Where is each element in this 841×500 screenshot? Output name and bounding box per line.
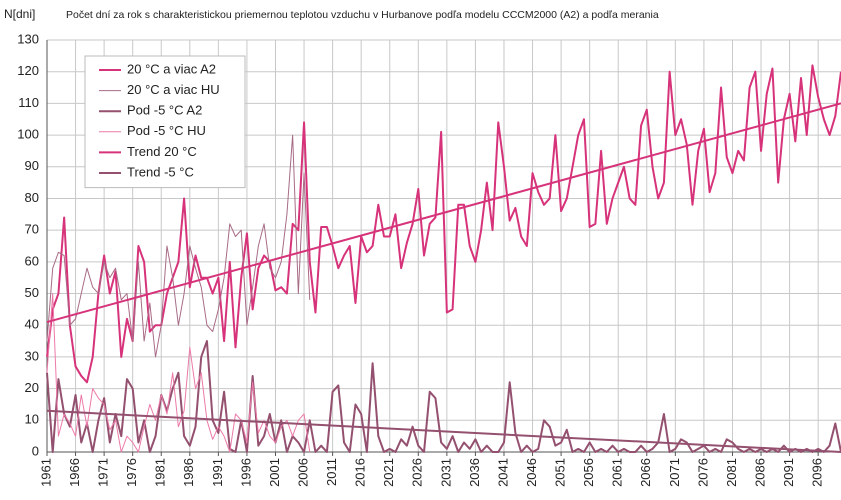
- x-tick-label: 2051: [553, 458, 568, 487]
- data-line: [46, 340, 841, 453]
- legend-label: Trend 20 °C: [127, 144, 197, 159]
- x-tick-label: 1976: [124, 458, 139, 487]
- x-tick-label: 2011: [324, 458, 339, 486]
- legend-box: [84, 55, 246, 189]
- x-tick-label: 2021: [381, 458, 396, 487]
- y-tick-label: 30: [25, 348, 39, 363]
- x-tick-label: 2071: [667, 458, 682, 487]
- data-line: [46, 64, 841, 384]
- legend-label: Trend -5 °C: [127, 164, 194, 179]
- y-tick-label: 110: [18, 95, 39, 110]
- x-tick-label: 1991: [210, 458, 225, 487]
- y-tick-label: 10: [25, 412, 39, 427]
- chart-title: Počet dní za rok s charakteristickou pri…: [66, 9, 659, 21]
- y-axis-label: N[dni]: [4, 7, 35, 21]
- y-tick-label: 50: [25, 285, 39, 300]
- y-tick-label: 40: [25, 317, 39, 332]
- data-line: [46, 293, 311, 453]
- x-tick-label: 1971: [96, 458, 111, 487]
- y-tick-label: 80: [25, 190, 39, 205]
- x-tick-label: 2031: [438, 458, 453, 487]
- x-tick-label: 2091: [781, 458, 796, 487]
- x-tick-label: 1986: [181, 458, 196, 487]
- x-tick-label: 2086: [752, 458, 767, 487]
- x-tick-label: 2036: [467, 458, 482, 487]
- x-tick-label: 2016: [353, 458, 368, 487]
- x-tick-label: 2041: [495, 458, 510, 487]
- x-tick-label: 2081: [724, 458, 739, 487]
- x-tick-label: 2056: [581, 458, 596, 487]
- y-tick-label: 120: [17, 63, 39, 78]
- x-tick-label: 2061: [610, 458, 625, 487]
- x-tick-label: 2026: [410, 458, 425, 487]
- data-line: [46, 134, 311, 358]
- y-tick-label: 90: [25, 158, 39, 173]
- x-tick-label: 2046: [524, 458, 539, 487]
- x-tick-label: 2076: [695, 458, 710, 487]
- data-line: [46, 102, 841, 324]
- x-tick-label: 1966: [67, 458, 82, 487]
- legend-label: 20 °C a viac A2: [127, 61, 216, 76]
- x-tick-label: 1981: [153, 458, 168, 487]
- y-tick-label: 70: [25, 222, 39, 237]
- x-tick-label: 2006: [295, 458, 310, 487]
- y-tick-label: 0: [32, 443, 39, 458]
- y-tick-label: 20: [25, 380, 39, 395]
- x-tick-label: 2096: [810, 458, 825, 487]
- legend-label: Pod -5 °C HU: [127, 123, 206, 138]
- legend-label: 20 °C a viac HU: [127, 82, 220, 97]
- x-tick-label: 2066: [638, 458, 653, 487]
- data-line: [46, 409, 841, 453]
- x-tick-label: 2001: [267, 458, 282, 487]
- x-tick-label: 1961: [38, 458, 53, 487]
- y-tick-label: 130: [17, 31, 39, 46]
- legend: 20 °C a viac A2 20 °C a viac HU Pod -5 °C …: [84, 55, 246, 189]
- y-tick-label: 100: [17, 127, 39, 142]
- y-tick-label: 60: [25, 253, 39, 268]
- x-tick-label: 1996: [238, 458, 253, 487]
- legend-label: Pod -5 °C A2: [127, 103, 202, 118]
